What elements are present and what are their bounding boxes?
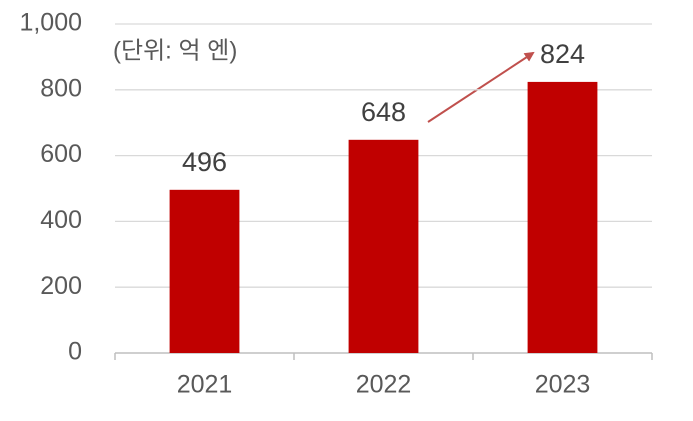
y-tick-label: 800: [40, 74, 82, 102]
value-label: 648: [361, 97, 406, 127]
bar: [348, 139, 419, 353]
growth-arrow: [427, 51, 535, 123]
y-tick-label: 1,000: [19, 9, 82, 37]
x-tick-label: 2022: [356, 371, 412, 399]
y-tick-label: 0: [68, 338, 82, 366]
x-tick-label: 2021: [177, 371, 233, 399]
unit-annotation: (단위: 억 엔): [113, 37, 237, 64]
y-tick-label: 400: [40, 206, 82, 234]
bar: [527, 81, 598, 354]
x-tick-label: 2023: [535, 371, 591, 399]
value-label: 824: [540, 39, 585, 69]
bar: [169, 189, 240, 353]
y-tick-label: 200: [40, 272, 82, 300]
y-tick-label: 600: [40, 140, 82, 168]
value-label: 496: [182, 147, 227, 177]
